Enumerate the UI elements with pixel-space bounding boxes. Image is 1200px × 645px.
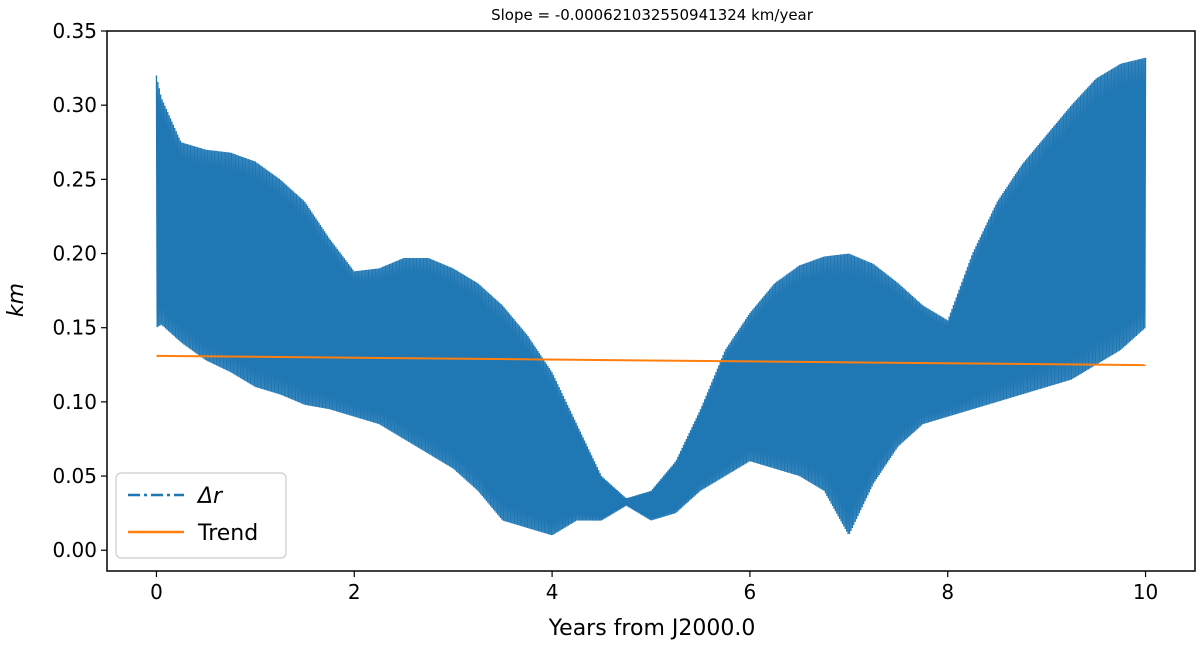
y-tick-label: 0.20 [52,242,97,266]
series-delta-r-line [155,57,1147,536]
y-tick-label: 0.25 [52,167,97,191]
y-tick-label: 0.10 [52,390,97,414]
y-tick-label: 0.00 [52,538,97,562]
chart-title: Slope = -0.000621032550941324 km/year [491,6,814,24]
x-tick-label: 6 [744,580,757,604]
x-tick-label: 0 [150,580,163,604]
x-axis-label: Years from J2000.0 [548,616,756,641]
series-trend-line [156,354,1146,367]
y-tick-label: 0.15 [52,316,97,340]
y-tick-label: 0.05 [52,464,97,488]
x-tick-label: 4 [546,580,559,604]
plot-frame [106,30,1196,572]
x-axis: 0 2 4 6 8 10 [150,571,1158,604]
y-axis: 0.00 0.05 0.10 0.15 0.20 0.25 0.30 0.35 [52,19,107,562]
y-axis-label: km [4,283,29,317]
y-tick-label: 0.30 [52,93,97,117]
x-tick-label: 10 [1133,580,1158,604]
legend: Δr Trend [115,472,287,559]
legend-label-delta-r: Δr [196,484,224,509]
legend-label-trend: Trend [197,521,258,546]
x-tick-label: 2 [348,580,361,604]
y-tick-label: 0.35 [52,19,97,43]
x-tick-label: 8 [941,580,954,604]
plot-area [155,57,1147,536]
